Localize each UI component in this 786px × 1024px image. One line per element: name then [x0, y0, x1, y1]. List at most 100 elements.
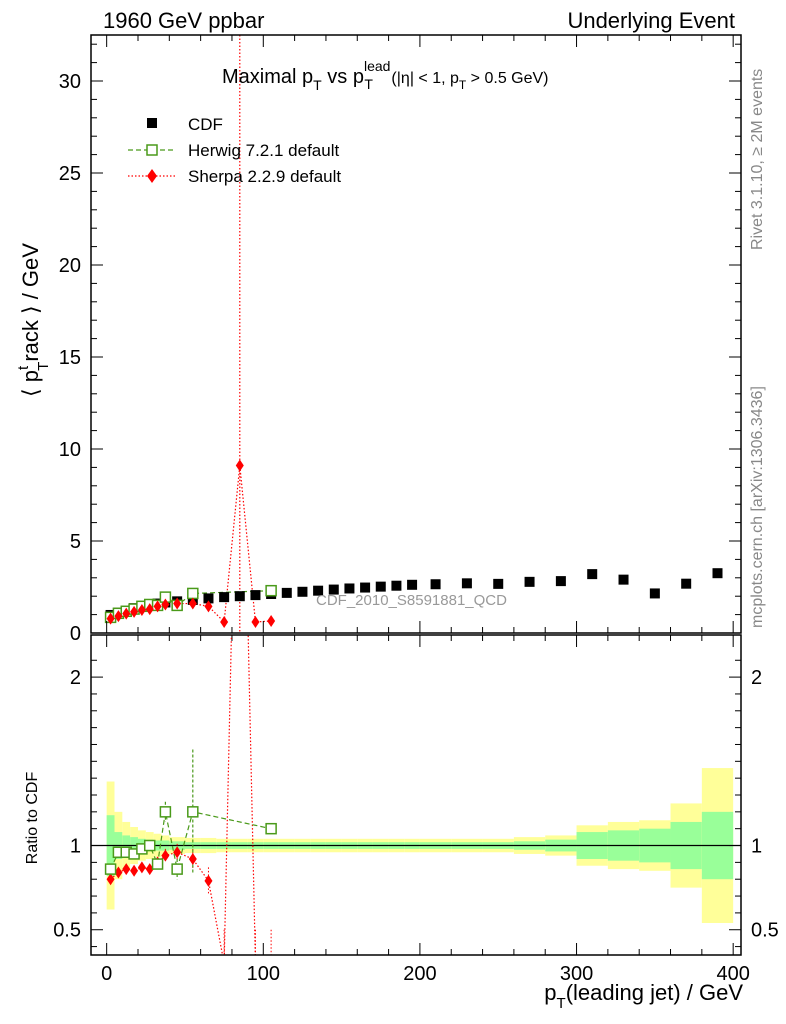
cdf-point — [618, 574, 629, 585]
main-y-tick-label: 10 — [59, 439, 81, 461]
x-tick-label: 100 — [247, 963, 280, 985]
cdf-point — [649, 588, 660, 599]
title-vs-sub: T — [364, 76, 373, 92]
header-right: Underlying Event — [567, 8, 735, 33]
sherpa-ratio-point — [220, 957, 228, 969]
sherpa-point — [220, 615, 229, 628]
ylabel-main-a: ⟨ p — [18, 370, 43, 397]
sherpa-point — [137, 604, 146, 616]
ratio-y-tick-label-right: 1 — [751, 836, 762, 858]
herwig-point — [265, 584, 277, 597]
main-y-tick-label: 5 — [70, 531, 81, 553]
cdf-point — [313, 585, 324, 596]
watermark: CDF_2010_S8591881_QCD — [316, 592, 507, 609]
main-y-tick-label: 25 — [59, 163, 81, 185]
sherpa-point — [106, 612, 115, 625]
cdf-point — [250, 590, 261, 601]
ratio-y-tick-label-left: 2 — [70, 667, 81, 689]
cdf-point — [493, 578, 504, 589]
cdf-point — [407, 579, 418, 590]
legend-sherpa-marker — [147, 169, 157, 183]
ylabel-main-sub: T — [35, 362, 52, 371]
legend: CDF Herwig 7.2.1 default Sherpa 2.2.9 de… — [128, 115, 341, 186]
cdf-point — [681, 578, 692, 589]
sherpa-ratio-point — [106, 873, 115, 886]
title-main-sub: T — [313, 77, 322, 93]
header-left: 1960 GeV ppbar — [103, 8, 264, 33]
sherpa-point — [251, 615, 260, 628]
cdf-point — [234, 591, 245, 602]
legend-herwig-label: Herwig 7.2.1 default — [188, 141, 339, 160]
xlabel-sub: T — [557, 995, 566, 1012]
cdf-point — [587, 569, 598, 580]
cdf-point — [344, 583, 355, 594]
ylabel-main-sup: t — [15, 365, 32, 370]
sherpa-point — [153, 600, 162, 613]
x-tick-label: 200 — [403, 963, 436, 985]
herwig-ratio-point — [265, 822, 277, 835]
legend-herwig-marker — [146, 144, 158, 156]
title-vs-sup: lead — [364, 58, 390, 74]
main-y-tick-label: 20 — [59, 255, 81, 277]
title-main: Maximal p — [222, 66, 313, 88]
main-y-tick-label: 0 — [70, 623, 81, 645]
ratio-y-tick-label-right: 0.5 — [751, 920, 779, 942]
sherpa-point — [122, 607, 131, 620]
ylabel-main: ⟨ pt Track ⟩ / GeV — [15, 243, 52, 397]
herwig-ratio-point — [187, 806, 199, 818]
title-cut-b: > 0.5 GeV) — [466, 70, 548, 87]
cdf-point — [297, 586, 308, 597]
herwig-ratio-point — [159, 806, 172, 818]
main-frame — [90, 34, 742, 634]
title-vs: vs p — [322, 66, 364, 88]
ratio-frame — [90, 634, 742, 956]
sherpa-ratio-point — [161, 849, 170, 862]
xlabel: pT(leading jet) / GeV — [544, 980, 743, 1012]
sherpa-ratio-point — [173, 846, 182, 859]
herwig-ratio-point — [143, 839, 156, 852]
sherpa-point — [130, 605, 139, 618]
cdf-point — [461, 578, 472, 589]
main-y-tick-label: 30 — [59, 71, 81, 93]
mcplots-label: mcplots.cern.ch [arXiv:1306.3436] — [749, 386, 766, 628]
cdf-point — [219, 592, 230, 603]
herwig-point — [187, 587, 199, 600]
ylabel-ratio: Ratio to CDF — [24, 772, 41, 865]
cdf-point — [328, 584, 339, 595]
cdf-point — [391, 580, 402, 591]
x-tick-label: 400 — [716, 963, 749, 985]
cdf-point — [360, 582, 371, 593]
sherpa-ratio-point — [204, 874, 213, 887]
sherpa-point — [161, 598, 170, 611]
sherpa-ratio-point — [188, 853, 197, 865]
xlabel-b: (leading jet) / GeV — [566, 980, 744, 1005]
herwig-ratio-point — [104, 863, 117, 875]
x-tick-label: 300 — [560, 963, 593, 985]
ratio-y-tick-label-left: 1 — [70, 836, 81, 858]
ratio-y-tick-label-left: 0.5 — [53, 920, 81, 942]
cdf-point — [203, 593, 214, 604]
sherpa-point — [145, 603, 154, 616]
legend-cdf-marker — [147, 118, 157, 128]
sherpa-point — [267, 615, 276, 628]
cdf-point — [375, 581, 386, 592]
legend-sherpa-label: Sherpa 2.2.9 default — [188, 167, 341, 186]
sherpa-point — [188, 597, 197, 610]
sherpa-ratio-point — [114, 866, 123, 879]
plot-title: Maximal pT vs plead T (|η| < 1, pT > 0.5 … — [222, 58, 549, 93]
ylabel-main-b: rack ⟩ / GeV — [18, 243, 43, 362]
sherpa-ratio-point — [122, 863, 131, 876]
title-cut-a: (|η| < 1, p — [387, 70, 459, 87]
ratio-y-tick-label-right: 2 — [751, 667, 762, 689]
main-y-tick-label: 15 — [59, 347, 81, 369]
x-tick-label: 0 — [101, 963, 112, 985]
cdf-point — [712, 568, 723, 579]
xlabel-a: p — [544, 980, 556, 1005]
rivet-label: Rivet 3.1.10, ≥ 2M events — [749, 69, 766, 250]
legend-cdf-label: CDF — [188, 115, 223, 134]
sherpa-point — [204, 600, 213, 613]
sherpa-point — [235, 459, 244, 472]
sherpa-ratio-point — [130, 864, 139, 877]
